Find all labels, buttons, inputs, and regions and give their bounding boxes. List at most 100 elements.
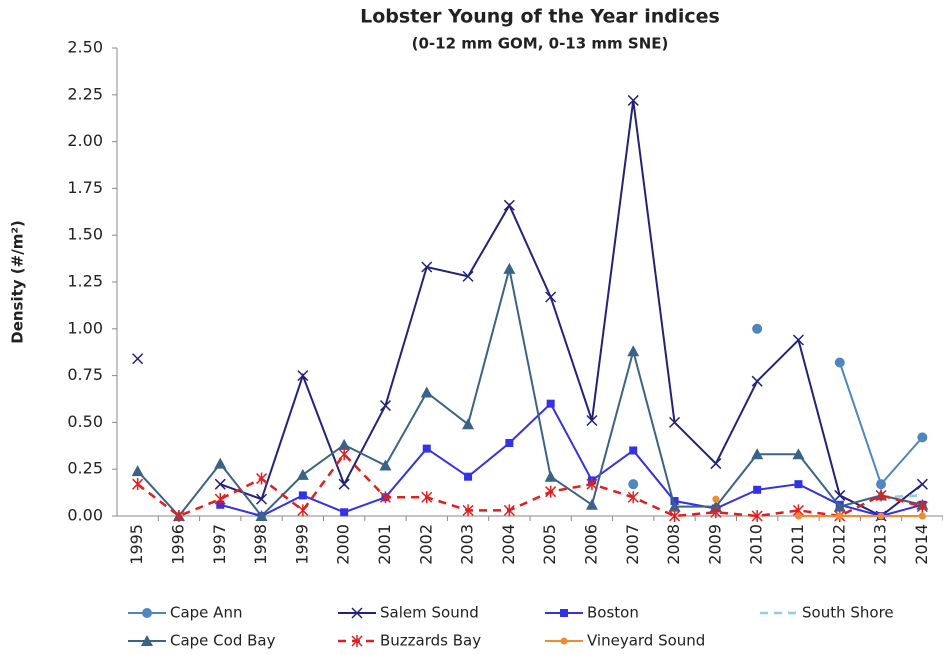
marker (255, 510, 268, 521)
series-line (219, 100, 923, 518)
marker (338, 478, 350, 490)
marker (505, 438, 514, 447)
marker (834, 357, 845, 368)
marker (503, 199, 515, 211)
marker (792, 448, 805, 460)
marker (132, 478, 144, 491)
marker (668, 500, 681, 512)
chart-title: Lobster Young of the Year indices (360, 6, 720, 28)
x-tick-label: 1996 (168, 524, 187, 565)
marker (752, 323, 763, 334)
marker (421, 261, 433, 273)
marker (503, 504, 515, 517)
marker (710, 506, 722, 519)
x-tick-label: 2007 (623, 524, 642, 565)
marker (503, 262, 516, 274)
legend-label: South Shore (802, 604, 894, 622)
marker (751, 510, 763, 522)
marker (710, 458, 722, 470)
marker (351, 607, 363, 619)
legend-item: South Shore (760, 604, 894, 622)
marker (916, 500, 928, 513)
marker (298, 491, 307, 500)
x-tick-label: 1995 (127, 524, 146, 565)
marker (712, 495, 720, 503)
x-tick-label: 2010 (747, 524, 766, 565)
x-tick-label: 2006 (581, 524, 600, 565)
marker (836, 512, 844, 520)
series-line (136, 268, 923, 518)
marker (338, 448, 350, 461)
marker (916, 478, 928, 490)
legend-item: Buzzards Bay (338, 632, 481, 650)
y-tick-label: 2.50 (67, 38, 103, 57)
x-tick-label: 2013 (871, 524, 890, 565)
marker (340, 508, 349, 517)
marker (421, 491, 433, 504)
marker (464, 472, 473, 481)
marker (141, 635, 153, 646)
marker (214, 478, 226, 490)
y-tick-label: 1.00 (67, 318, 103, 337)
marker (669, 416, 681, 428)
x-tick-label: 1997 (210, 524, 229, 565)
marker (214, 493, 226, 506)
marker (585, 498, 598, 510)
marker (629, 446, 638, 455)
marker (794, 512, 802, 520)
legend-label: Salem Sound (380, 604, 479, 622)
y-axis-label: Density (#/m²) (9, 220, 27, 344)
marker (792, 334, 804, 346)
marker (131, 465, 144, 477)
marker (586, 478, 598, 491)
x-tick-label: 2004 (499, 524, 518, 565)
marker (918, 512, 926, 520)
marker (876, 479, 887, 490)
marker (379, 459, 392, 471)
x-tick-label: 2011 (788, 524, 807, 565)
marker (628, 479, 639, 490)
x-tick-label: 2014 (912, 524, 931, 565)
marker (256, 472, 268, 485)
x-tick-label: 2001 (375, 524, 394, 565)
y-tick-label: 2.00 (67, 131, 103, 150)
marker (338, 438, 351, 450)
x-tick-label: 2008 (664, 524, 683, 565)
marker (877, 512, 885, 520)
marker (379, 400, 391, 412)
marker (875, 489, 887, 502)
marker (420, 386, 433, 398)
legend-item: Cape Ann (128, 604, 242, 622)
marker (462, 418, 475, 430)
marker (627, 491, 639, 504)
marker (586, 414, 598, 427)
marker (214, 457, 227, 469)
marker (296, 468, 309, 480)
y-tick-label: 1.25 (67, 272, 103, 291)
x-tick-label: 2003 (458, 524, 477, 565)
y-tick-label: 0.00 (67, 506, 103, 525)
marker (545, 291, 557, 303)
marker (546, 399, 555, 408)
x-tick-label: 1998 (251, 524, 270, 565)
marker (753, 485, 762, 494)
legend-label: Cape Ann (170, 604, 242, 622)
marker (462, 504, 474, 517)
x-tick-label: 1999 (292, 524, 311, 565)
y-tick-label: 0.25 (67, 459, 103, 478)
marker (669, 510, 681, 522)
marker (297, 504, 309, 517)
legend-label: Vineyard Sound (587, 632, 705, 650)
marker (751, 375, 763, 387)
legend-item: Cape Cod Bay (128, 632, 276, 650)
y-tick-label: 2.25 (67, 84, 103, 103)
marker (297, 370, 309, 382)
legend-label: Cape Cod Bay (170, 632, 276, 650)
legend-item: Salem Sound (338, 604, 479, 622)
y-tick-label: 1.50 (67, 225, 103, 244)
marker (545, 485, 557, 498)
marker (256, 493, 268, 505)
marker (794, 480, 803, 489)
marker (560, 609, 568, 617)
